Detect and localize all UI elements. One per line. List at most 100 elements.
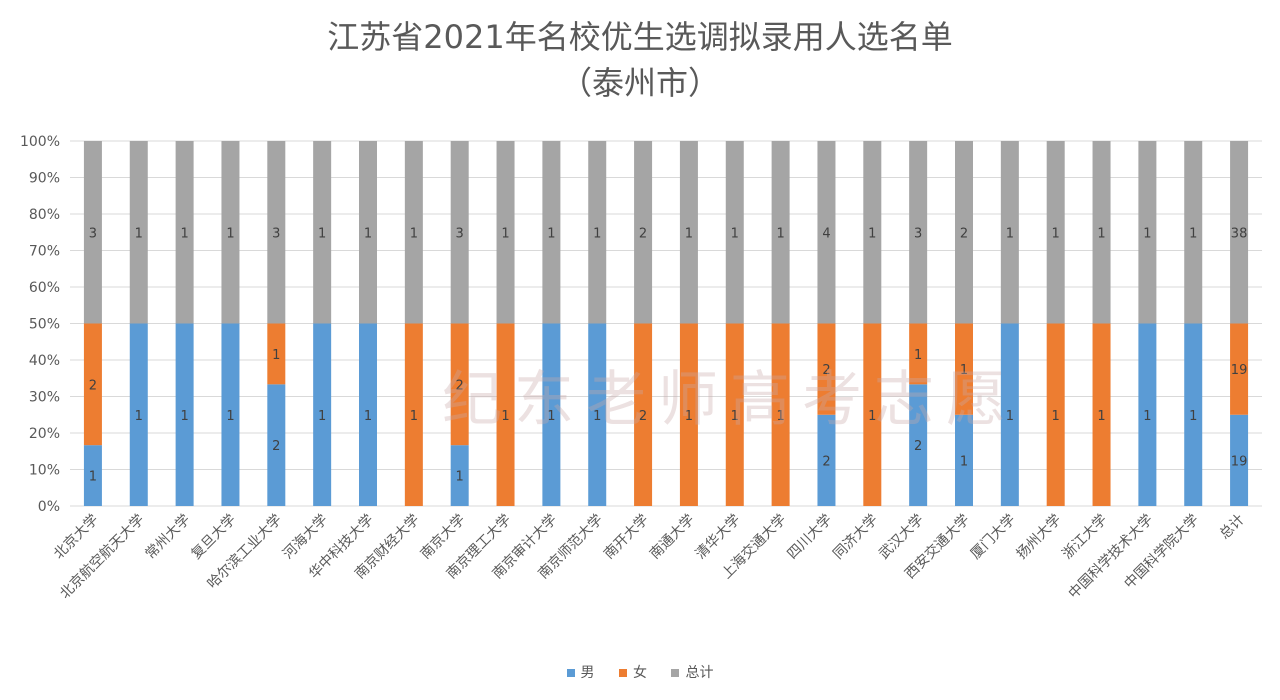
y-tick-label: 100% [20, 134, 60, 150]
data-label: 1 [364, 409, 372, 424]
legend-label: 女 [633, 665, 647, 681]
bar-segment [129, 141, 148, 324]
bar-segment [909, 141, 928, 324]
title-main: 江苏省2021年名校优生选调拟录用人选名单 [327, 18, 953, 56]
bar-segment [1184, 141, 1203, 324]
y-tick-label: 80% [29, 207, 60, 223]
bar-segment [679, 141, 698, 324]
bar-segment [313, 141, 332, 324]
data-label: 1 [731, 226, 739, 241]
legend-item-total: 总计 [671, 665, 713, 681]
x-tick-label: 四川大学 [784, 512, 835, 563]
bar-segment [863, 323, 882, 506]
x-tick-label: 南开大学 [601, 512, 652, 563]
bar-segment [404, 323, 423, 506]
data-label: 1 [1052, 409, 1060, 424]
bar-segment [359, 323, 377, 506]
data-label: 2 [822, 363, 830, 378]
data-label: 1 [135, 226, 143, 241]
bar-segment [267, 323, 286, 385]
x-tick-label: 常州大学 [143, 512, 194, 563]
data-label: 3 [914, 226, 922, 241]
data-label: 3 [89, 226, 97, 241]
bar-segment [496, 141, 515, 324]
bar-segment [909, 384, 928, 506]
bar-segment [83, 323, 102, 446]
data-label: 1 [410, 226, 418, 241]
data-label: 1 [1189, 226, 1197, 241]
data-label: 1 [1097, 409, 1105, 424]
data-label: 1 [685, 409, 693, 424]
y-tick-label: 30% [29, 390, 60, 406]
data-label: 2 [272, 439, 280, 454]
data-label: 3 [272, 226, 280, 241]
y-tick-label: 90% [29, 171, 60, 187]
data-label: 1 [868, 226, 876, 241]
bar-segment [955, 141, 973, 324]
data-label: 38 [1231, 226, 1248, 241]
data-label: 19 [1231, 454, 1248, 469]
data-label: 1 [1143, 226, 1151, 241]
legend: 男 女 总计 [0, 662, 1280, 682]
bar-segment [221, 141, 240, 324]
bar-segment [817, 323, 836, 415]
x-tick-label: 同济大学 [830, 512, 881, 563]
bar-segment [450, 141, 469, 324]
bar-segment [1138, 141, 1157, 324]
chart-title: 江苏省2021年名校优生选调拟录用人选名单 （泰州市） [0, 14, 1280, 106]
bar-segment [679, 323, 698, 506]
bar-segment [634, 141, 653, 324]
data-label: 1 [1052, 226, 1060, 241]
y-tick-label: 70% [29, 244, 60, 260]
bar-segment [221, 323, 240, 506]
bar-segment [1138, 323, 1157, 506]
bar-segment [955, 414, 973, 506]
data-label: 4 [822, 226, 830, 241]
data-label: 1 [89, 470, 97, 485]
x-tick-label: 扬州大学 [1014, 512, 1065, 563]
bar-segment [1230, 414, 1249, 506]
bar-segment [359, 141, 377, 324]
legend-item-male: 男 [566, 665, 595, 681]
data-label: 1 [272, 348, 280, 363]
data-label: 1 [364, 226, 372, 241]
bar-segment [817, 141, 836, 324]
y-tick-label: 10% [29, 463, 60, 479]
data-label: 1 [960, 363, 968, 378]
bar-segment [725, 141, 744, 324]
bar-segment [588, 323, 607, 506]
legend-swatch [566, 669, 575, 677]
bar-segment [1046, 141, 1065, 324]
data-label: 1 [914, 348, 922, 363]
legend-label: 男 [580, 665, 595, 681]
data-label: 1 [776, 226, 784, 241]
data-label: 3 [456, 226, 464, 241]
data-label: 1 [1006, 226, 1014, 241]
bar-segment [1000, 323, 1019, 506]
bar-segment [725, 323, 744, 506]
data-label: 1 [180, 409, 188, 424]
y-tick-label: 50% [29, 317, 60, 333]
bar-segment [313, 323, 332, 506]
bar-segment [909, 323, 928, 385]
y-tick-label: 60% [29, 280, 60, 296]
data-label: 1 [1006, 409, 1014, 424]
data-label: 1 [731, 409, 739, 424]
data-label: 1 [410, 409, 418, 424]
data-label: 2 [456, 378, 464, 393]
x-tick-label: 总计 [1217, 512, 1248, 543]
legend-label: 总计 [685, 665, 714, 681]
data-label: 1 [180, 226, 188, 241]
data-label: 1 [776, 409, 784, 424]
data-label: 1 [1189, 409, 1197, 424]
data-label: 2 [639, 226, 647, 241]
data-label: 1 [318, 409, 326, 424]
data-label: 1 [135, 409, 143, 424]
bar-segment [955, 323, 973, 415]
legend-item-female: 女 [619, 665, 647, 681]
bar-segment [542, 141, 561, 324]
bar-segment [771, 141, 790, 324]
data-label: 19 [1231, 363, 1248, 378]
bar-segment [863, 141, 882, 324]
